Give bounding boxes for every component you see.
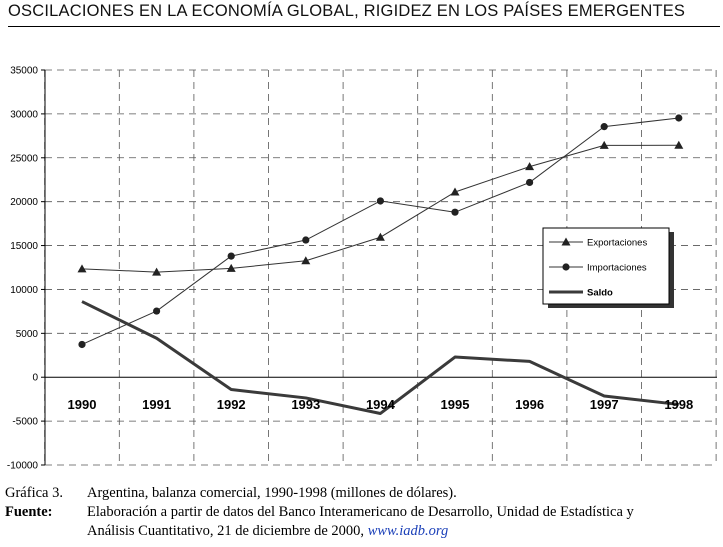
y-tick-label: 35000 [10,66,38,77]
legend-marker-importaciones [562,263,570,271]
legend-label-exportaciones: Exportaciones [587,238,647,249]
exportaciones-point-1993 [301,256,311,265]
figure-label: Gráfica 3. [5,485,63,501]
trade-balance-chart: 35000 30000 25000 20000 15000 10000 5000 0 -5000… [7,66,717,472]
legend-label-importaciones: Importaciones [587,263,647,274]
legend-marker-exportaciones [561,237,571,246]
importaciones-point-1992 [227,252,235,260]
importaciones-point-1996 [526,178,534,187]
x-axis-labels: 1990 1991 1992 1993 1994 1995 1996 1997 1998 [68,397,694,412]
exportaciones-point-1994 [375,232,385,241]
x-tick-label-1995: 1995 [441,397,470,412]
importaciones-point-1998 [675,114,683,122]
exportaciones-point-1998 [674,140,684,149]
x-tick-label-1992: 1992 [217,397,246,412]
y-tick-label: 15000 [10,241,38,252]
legend-label-saldo: Saldo [587,288,613,299]
figure-description: Argentina, balanza comercial, 1990-1998 … [87,485,457,501]
source-label: Fuente: [5,504,53,520]
y-tick-label: 0 [32,373,38,384]
exportaciones-point-1997 [599,140,609,149]
exportaciones-point-1990 [77,264,87,273]
series-saldo [81,300,679,415]
importaciones-point-1991 [153,307,161,315]
saldo-line [81,300,679,415]
y-tick-label: -10000 [7,461,39,472]
exportaciones-point-1995 [450,187,460,196]
page-header-title: OSCILACIONES EN LA ECONOMÍA GLOBAL, RIGI… [8,2,720,27]
x-tick-label-1998: 1998 [664,397,693,412]
importaciones-point-1993 [302,236,310,244]
y-tick-label: -5000 [12,417,38,428]
importaciones-point-1990 [78,340,86,349]
series-importaciones [78,114,683,349]
x-tick-label-1996: 1996 [515,397,544,412]
x-tick-label-1990: 1990 [68,397,97,412]
series-exportaciones [77,140,684,276]
chart-series [77,114,684,415]
exportaciones-point-1991 [152,267,162,276]
x-tick-label-1997: 1997 [590,397,619,412]
y-tick-label: 30000 [10,109,38,120]
chart-legend: Exportaciones Importaciones Saldo [542,227,674,308]
x-tick-label-1991: 1991 [142,397,171,412]
x-tick-label-1993: 1993 [291,397,320,412]
exportaciones-point-1992 [226,263,236,272]
chart-axes [41,69,717,466]
y-tick-label: 20000 [10,197,38,208]
y-tick-label: 25000 [10,153,38,164]
source-description: Elaboración a partir de datos del Banco … [87,504,634,520]
importaciones-point-1994 [376,197,384,205]
x-tick-label-1994: 1994 [366,397,396,412]
source-link[interactable]: www.iadb.org [367,523,449,539]
figure-caption: Gráfica 3. Argentina, balanza comercial,… [5,484,721,541]
source-description-cont: Análisis Cuantitativo, 21 de diciembre d… [87,523,365,539]
importaciones-point-1997 [600,123,608,131]
y-axis-ticks: 35000 30000 25000 20000 15000 10000 5000 0 -5000… [7,66,39,472]
exportaciones-point-1996 [525,162,535,171]
y-tick-label: 5000 [16,329,39,340]
importaciones-point-1995 [451,208,459,216]
y-tick-label: 10000 [10,285,38,296]
